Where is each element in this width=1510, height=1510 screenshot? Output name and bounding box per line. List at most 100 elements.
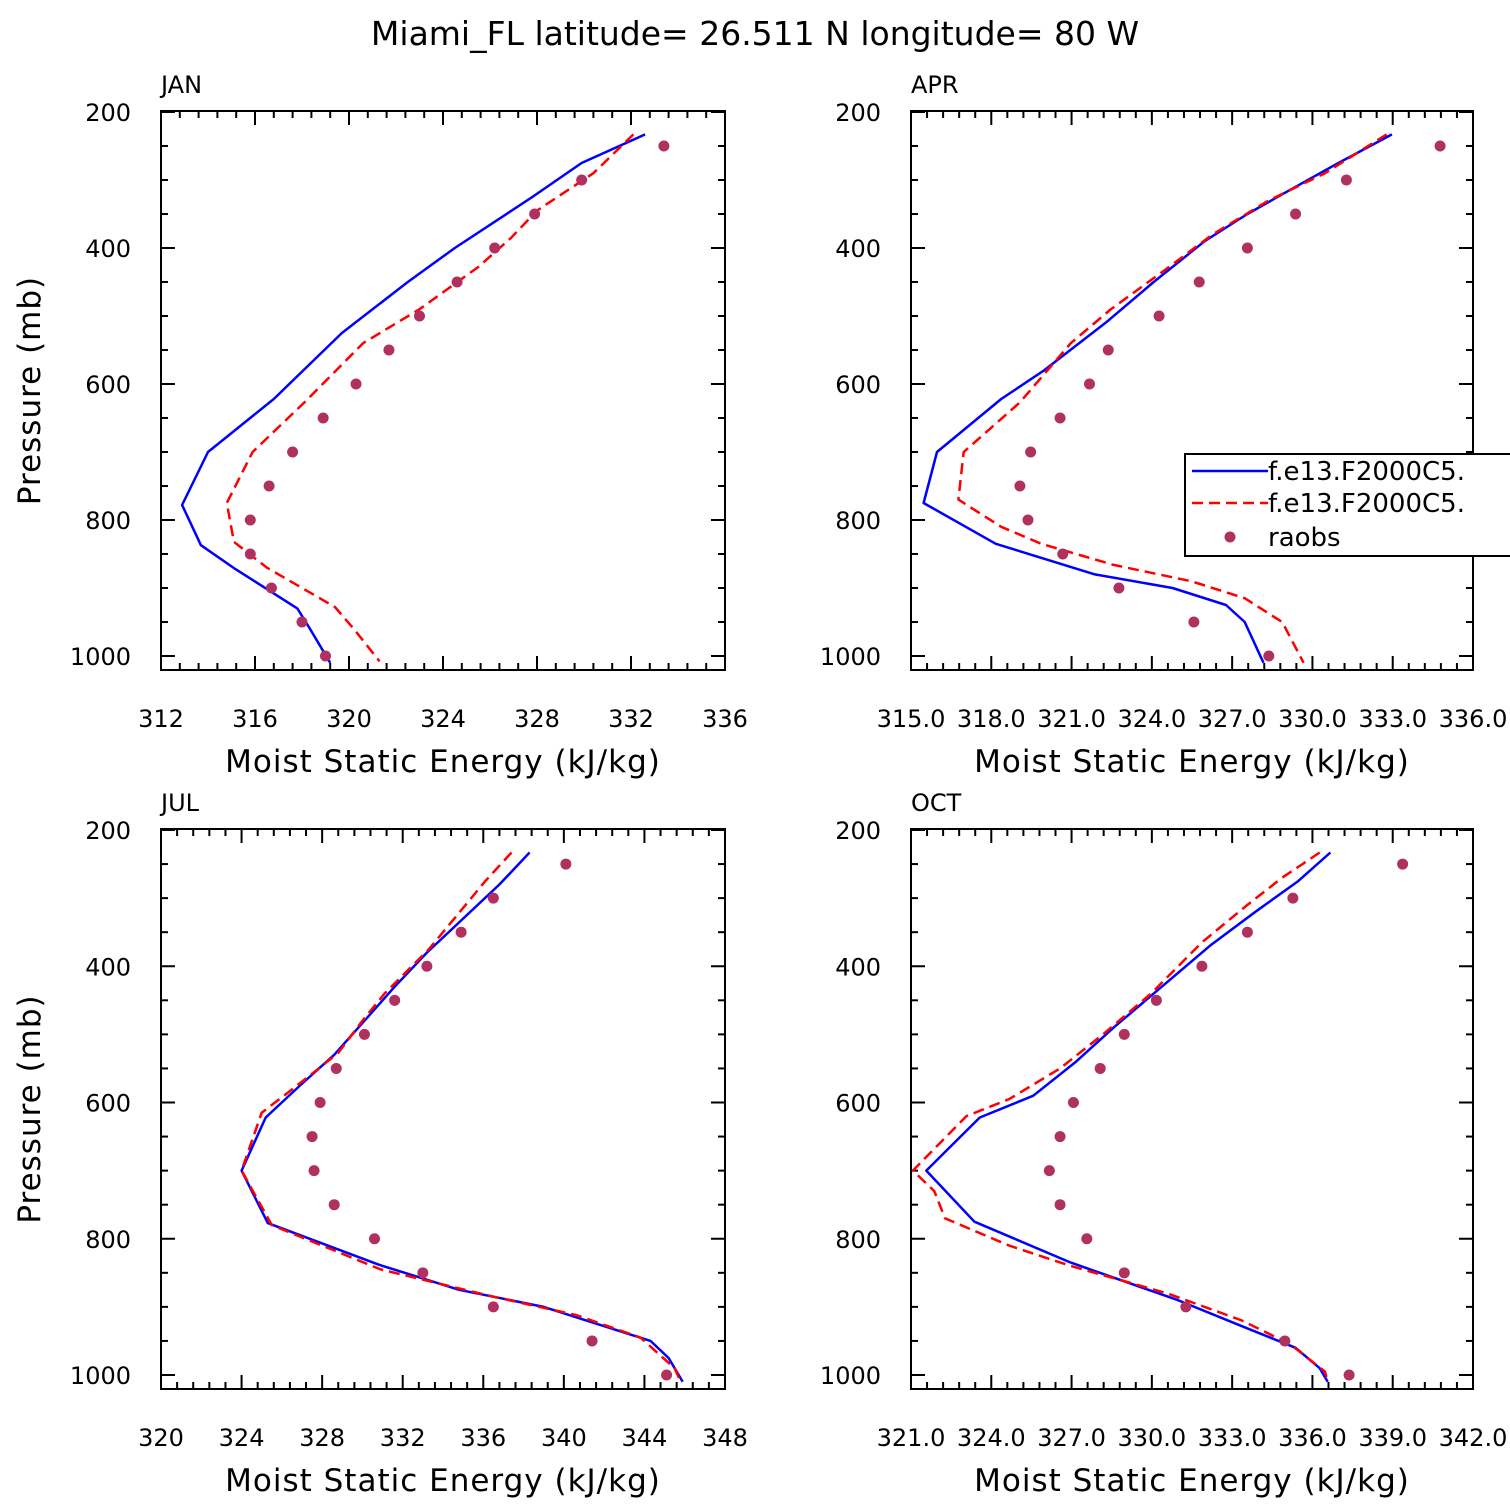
raobs-point bbox=[244, 548, 256, 560]
raobs-point bbox=[1084, 378, 1096, 390]
model-line-dashed bbox=[240, 851, 682, 1383]
raobs-point bbox=[1150, 994, 1162, 1006]
x-tick-label: 336 bbox=[460, 1424, 506, 1452]
y-tick-label: 400 bbox=[85, 953, 131, 981]
model-line-dashed bbox=[225, 133, 635, 663]
x-tick-label: 320 bbox=[138, 1424, 184, 1452]
y-tick-label: 800 bbox=[85, 507, 131, 535]
x-axis-label: Moist Static Energy (kJ/kg) bbox=[974, 1463, 1410, 1499]
raobs-point bbox=[314, 1097, 326, 1108]
raobs-point bbox=[1025, 446, 1037, 458]
y-tick-label: 800 bbox=[835, 507, 881, 535]
raobs-point bbox=[487, 1301, 499, 1313]
panel-apr: APR 315.0 318.0 321.0 324.0 327.0 330.0 333.0 33… bbox=[820, 71, 1507, 780]
raobs-point bbox=[287, 446, 299, 458]
y-tick-label: 800 bbox=[835, 1226, 881, 1254]
raobs-point bbox=[1188, 616, 1200, 628]
raobs-point bbox=[1022, 514, 1034, 526]
x-tick-label: 321.0 bbox=[1037, 705, 1106, 733]
raobs-point bbox=[560, 858, 572, 870]
model-line-dashed bbox=[911, 851, 1329, 1383]
y-tick-label: 200 bbox=[835, 817, 881, 845]
plot-frame bbox=[160, 110, 726, 671]
figure-title: Miami_FL latitude= 26.511 N longitude= 8… bbox=[371, 14, 1139, 53]
x-axis-label: Moist Static Energy (kJ/kg) bbox=[974, 744, 1410, 780]
y-tick-label: 600 bbox=[85, 1090, 131, 1118]
raobs-point bbox=[1118, 1028, 1130, 1040]
raobs-point bbox=[1434, 140, 1446, 152]
x-tick-label: 320 bbox=[326, 705, 372, 733]
y-tick-label: 200 bbox=[85, 99, 131, 127]
raobs-point bbox=[529, 208, 541, 220]
raobs-point bbox=[1118, 1267, 1130, 1279]
raobs-point bbox=[1153, 310, 1165, 322]
raobs-point bbox=[658, 140, 670, 152]
x-tick-label: 312 bbox=[138, 705, 184, 733]
raobs-point bbox=[1340, 174, 1352, 186]
model-line-solid bbox=[922, 133, 1393, 664]
x-tick-label: 324.0 bbox=[957, 1424, 1026, 1452]
raobs-point bbox=[1241, 242, 1253, 254]
raobs-point bbox=[417, 1267, 429, 1279]
y-tick-label: 600 bbox=[835, 1090, 881, 1118]
raobs-point bbox=[1287, 892, 1299, 904]
legend: f.e13.F2000C5.f.e13.F2000C5. raobs bbox=[1184, 453, 1510, 557]
raobs-point bbox=[1043, 1165, 1055, 1177]
x-tick-label: 336.0 bbox=[1278, 1424, 1347, 1452]
y-tick-label: 400 bbox=[85, 235, 131, 263]
x-tick-label: 328 bbox=[514, 705, 560, 733]
raobs-point bbox=[489, 242, 501, 254]
panel-jul: JUL 320 324 328 332 336 340 344 348 200 400 600 800 1… bbox=[12, 789, 748, 1499]
y-tick-label: 1000 bbox=[820, 643, 881, 671]
x-tick-label: 315.0 bbox=[877, 705, 946, 733]
raobs-point bbox=[1290, 208, 1302, 220]
raobs-point bbox=[586, 1335, 598, 1347]
raobs-point bbox=[455, 926, 467, 938]
panel-title: APR bbox=[911, 71, 959, 99]
raobs-point bbox=[1241, 926, 1253, 938]
legend-label: f.e13.F2000C5. bbox=[1268, 489, 1465, 519]
x-tick-label: 324.0 bbox=[1117, 705, 1186, 733]
raobs-point bbox=[1094, 1062, 1106, 1074]
raobs-point bbox=[1054, 1131, 1066, 1143]
panel-title: JUL bbox=[159, 789, 200, 817]
model-line-solid bbox=[180, 133, 646, 664]
x-tick-label: 327.0 bbox=[1037, 1424, 1106, 1452]
raobs-point bbox=[487, 892, 499, 904]
raobs-point bbox=[421, 960, 433, 972]
raobs-point bbox=[1054, 1199, 1066, 1211]
x-tick-label: 324 bbox=[219, 1424, 265, 1452]
panel-oct: OCT 321.0 324.0 327.0 330.0 333.0 336.0 339.0 34… bbox=[820, 789, 1507, 1499]
x-tick-label: 328 bbox=[299, 1424, 345, 1452]
model-line-dashed bbox=[957, 133, 1388, 664]
raobs-point bbox=[576, 174, 588, 186]
raobs-point bbox=[263, 480, 275, 492]
raobs-point bbox=[1054, 412, 1066, 424]
panel-title: JAN bbox=[159, 71, 202, 99]
y-tick-label: 1000 bbox=[70, 643, 131, 671]
raobs-point bbox=[244, 514, 256, 526]
raobs-point bbox=[330, 1062, 342, 1074]
raobs-point bbox=[265, 582, 277, 594]
raobs-point bbox=[1081, 1233, 1093, 1245]
raobs-point bbox=[1196, 960, 1208, 972]
x-tick-label: 332 bbox=[608, 705, 654, 733]
x-tick-label: 340 bbox=[541, 1424, 587, 1452]
raobs-point bbox=[661, 1369, 673, 1381]
plot-frame bbox=[910, 828, 1474, 1390]
x-tick-label: 324 bbox=[420, 705, 466, 733]
y-tick-label: 1000 bbox=[70, 1362, 131, 1390]
model-line-solid bbox=[925, 851, 1332, 1383]
y-tick-label: 400 bbox=[835, 953, 881, 981]
x-tick-label: 344 bbox=[622, 1424, 668, 1452]
legend-label: f.e13.F2000C5. bbox=[1268, 457, 1465, 487]
model-line-solid bbox=[240, 851, 684, 1383]
x-tick-label: 327.0 bbox=[1198, 705, 1267, 733]
raobs-point bbox=[1180, 1301, 1192, 1313]
raobs-point bbox=[1057, 548, 1069, 560]
x-tick-label: 330.0 bbox=[1278, 705, 1347, 733]
raobs-point bbox=[320, 650, 331, 662]
y-tick-label: 600 bbox=[835, 371, 881, 399]
plot-frame bbox=[160, 828, 726, 1390]
y-axis-label: Pressure (mb) bbox=[12, 994, 48, 1223]
